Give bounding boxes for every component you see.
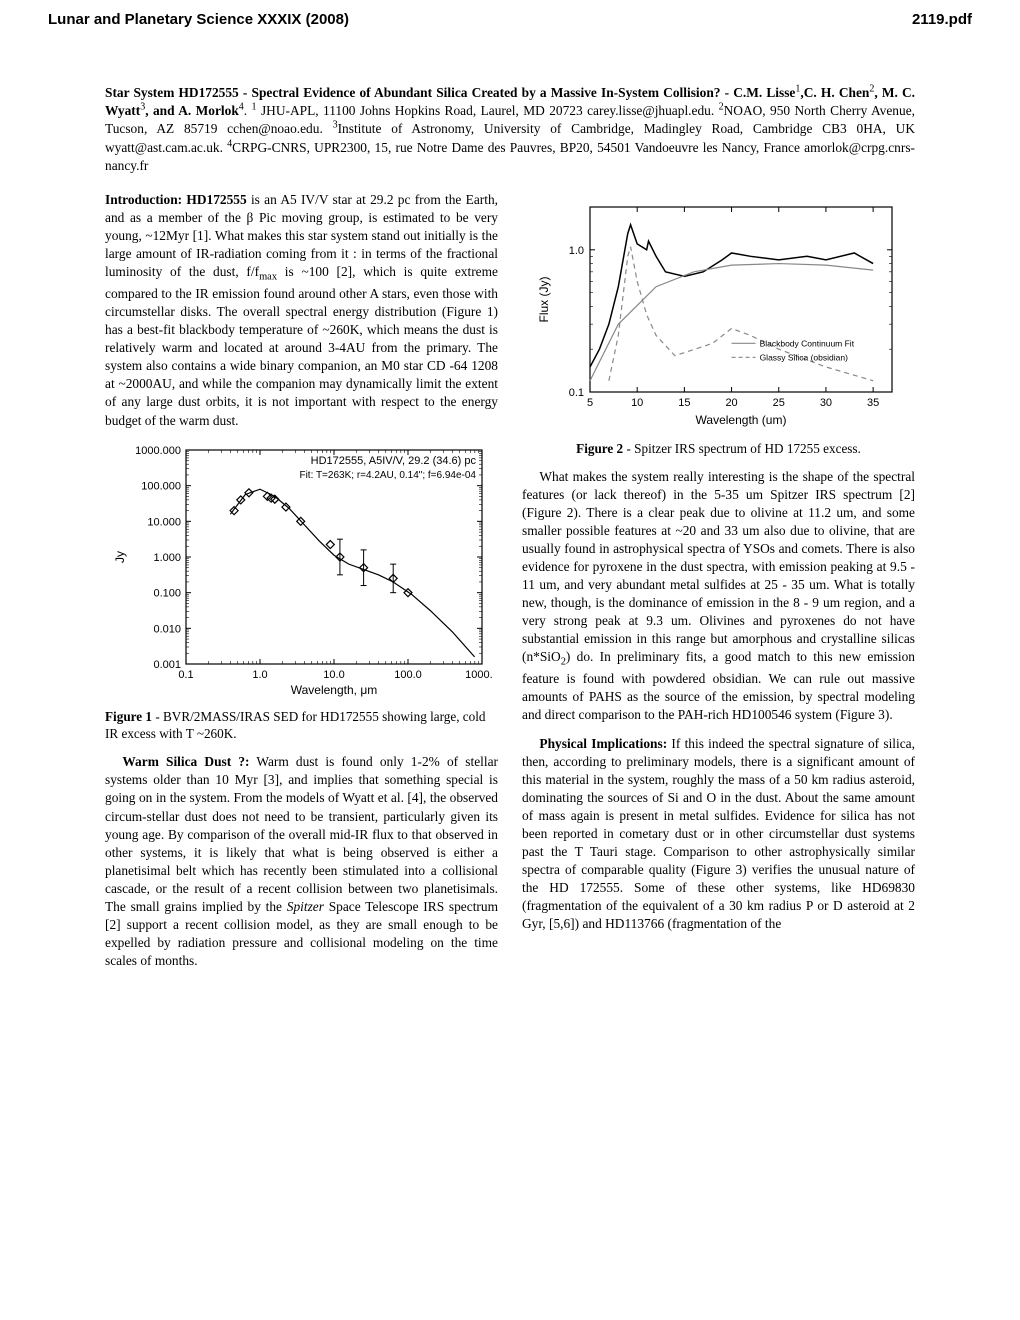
svg-text:35: 35 — [867, 397, 879, 409]
figure-2-chart: 5 10 15 20 25 30 35 0.1 1.0 Blackbody Continuum F… — [534, 197, 904, 432]
svg-text:100.000: 100.000 — [141, 480, 181, 492]
intro-sub: max — [259, 272, 277, 283]
svg-text:5: 5 — [586, 397, 592, 409]
svg-text:HD172555, A5IV/V, 29.2 (34.6): HD172555, A5IV/V, 29.2 (34.6) pc — [310, 455, 476, 467]
svg-text:Jy: Jy — [113, 551, 127, 563]
svg-text:25: 25 — [772, 397, 784, 409]
svg-text:1.000: 1.000 — [153, 552, 181, 564]
svg-text:0.100: 0.100 — [153, 587, 181, 599]
phys-heading: Physical Implications: — [539, 736, 667, 751]
warm-italic: Spitzer — [287, 899, 324, 914]
svg-text:100.0: 100.0 — [394, 669, 422, 681]
warm-heading: Warm Silica Dust ?: — [122, 754, 249, 769]
two-columns: Introduction: HD172555 is an A5 IV/V sta… — [105, 191, 915, 981]
svg-text:30: 30 — [819, 397, 831, 409]
intro-text-2: is ~100 [2], which is quite extreme comp… — [105, 264, 498, 427]
svg-text:1000.000: 1000.000 — [135, 445, 181, 457]
title-bold-4: , and A. Morlok — [145, 103, 239, 118]
svg-text:Blackbody Continuum Fit: Blackbody Continuum Fit — [759, 338, 854, 348]
title-bold-2: ,C. H. Chen — [800, 85, 869, 100]
svg-text:Wavelength, μm: Wavelength, μm — [290, 683, 377, 697]
period: . — [244, 103, 252, 118]
fig2-caption-label: Figure 2 — [576, 441, 623, 456]
phys-text: If this indeed the spectral signature of… — [522, 736, 915, 932]
figure-2: 5 10 15 20 25 30 35 0.1 1.0 Blackbody Continuum F… — [522, 197, 915, 432]
svg-text:Glassy Silica (obsidian): Glassy Silica (obsidian) — [759, 352, 848, 362]
svg-text:0.010: 0.010 — [153, 623, 181, 635]
header-left: Lunar and Planetary Science XXXIX (2008) — [48, 10, 349, 30]
svg-text:20: 20 — [725, 397, 737, 409]
svg-text:0.1: 0.1 — [568, 387, 583, 399]
warm-text-1: Warm dust is found only 1-2% of stellar … — [105, 754, 498, 914]
figure-2-caption: Figure 2 - Spitzer IRS spectrum of HD 17… — [522, 440, 915, 458]
svg-text:15: 15 — [678, 397, 690, 409]
figure-1: 0.11.010.0100.01000.00.0010.0100.1001.00… — [105, 440, 498, 700]
svg-text:Fit: T=263K; r=4.2AU, 0.14"; f: Fit: T=263K; r=4.2AU, 0.14"; f=6.94e-04 — [299, 470, 476, 481]
svg-text:1.0: 1.0 — [568, 245, 583, 257]
svg-text:Flux (Jy): Flux (Jy) — [537, 276, 551, 322]
header-right: 2119.pdf — [912, 10, 972, 30]
right-para-1: What makes the system really interesting… — [522, 468, 915, 725]
right-column: 5 10 15 20 25 30 35 0.1 1.0 Blackbody Continuum F… — [522, 191, 915, 981]
figure-1-chart: 0.11.010.0100.01000.00.0010.0100.1001.00… — [112, 440, 492, 700]
svg-text:1000.0: 1000.0 — [465, 669, 492, 681]
fig1-caption-label: Figure 1 — [105, 709, 152, 724]
intro-para: Introduction: HD172555 is an A5 IV/V sta… — [105, 191, 498, 430]
left-column: Introduction: HD172555 is an A5 IV/V sta… — [105, 191, 498, 981]
svg-text:1.0: 1.0 — [252, 669, 267, 681]
svg-text:0.001: 0.001 — [153, 659, 181, 671]
page-content: Star System HD172555 - Spectral Evidence… — [0, 36, 1020, 980]
p1-text-1: What makes the system really interesting… — [522, 469, 915, 665]
intro-heading: Introduction: HD172555 — [105, 192, 247, 207]
title-block: Star System HD172555 - Spectral Evidence… — [105, 84, 915, 174]
fig1-caption-text: - BVR/2MASS/IRAS SED for HD172555 showin… — [105, 709, 486, 742]
warm-para: Warm Silica Dust ?: Warm dust is found o… — [105, 753, 498, 970]
title-bold-1: Star System HD172555 - Spectral Evidence… — [105, 85, 795, 100]
aff1: JHU-APL, 11100 Johns Hopkins Road, Laure… — [257, 103, 719, 118]
svg-text:10.000: 10.000 — [147, 516, 181, 528]
svg-text:10.0: 10.0 — [323, 669, 344, 681]
figure-1-caption: Figure 1 - BVR/2MASS/IRAS SED for HD1725… — [105, 708, 498, 744]
fig2-caption-text: - Spitzer IRS spectrum of HD 17255 exces… — [623, 441, 861, 456]
svg-text:10: 10 — [631, 397, 643, 409]
p1-text-2: ) do. In preliminary fits, a good match … — [522, 649, 915, 722]
phys-para: Physical Implications: If this indeed th… — [522, 735, 915, 934]
page-header: Lunar and Planetary Science XXXIX (2008)… — [0, 0, 1020, 36]
svg-text:Wavelength (um): Wavelength (um) — [695, 413, 786, 427]
